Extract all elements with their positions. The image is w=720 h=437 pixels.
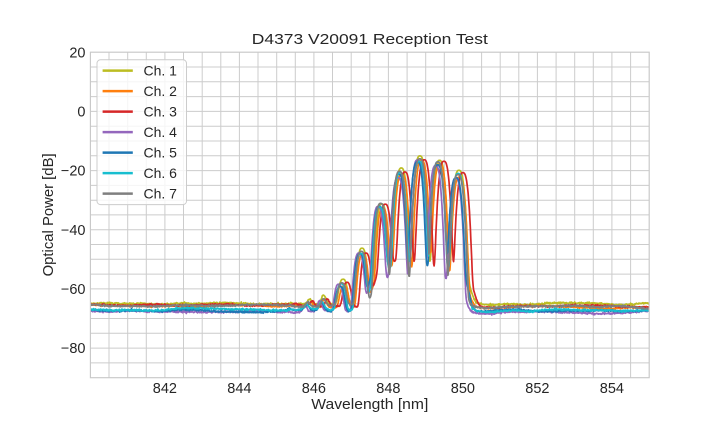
svg-text:20: 20 [69, 45, 85, 61]
svg-text:848: 848 [376, 381, 400, 397]
svg-text:846: 846 [302, 381, 326, 397]
svg-text:−60: −60 [61, 282, 86, 298]
svg-text:850: 850 [451, 381, 475, 397]
svg-text:Ch. 6: Ch. 6 [144, 165, 178, 181]
svg-text:854: 854 [600, 381, 624, 397]
svg-text:Ch. 2: Ch. 2 [144, 83, 178, 99]
svg-text:Wavelength [nm]: Wavelength [nm] [311, 396, 428, 413]
svg-text:D4373 V20091 Reception Test: D4373 V20091 Reception Test [252, 31, 489, 48]
svg-text:−80: −80 [61, 341, 86, 357]
svg-text:−40: −40 [61, 223, 86, 239]
svg-text:Optical Power [dB]: Optical Power [dB] [40, 153, 57, 276]
svg-text:−20: −20 [61, 164, 86, 180]
svg-text:Ch. 3: Ch. 3 [144, 104, 178, 120]
svg-text:842: 842 [153, 381, 177, 397]
svg-text:852: 852 [525, 381, 549, 397]
svg-text:844: 844 [227, 381, 251, 397]
svg-text:Ch. 7: Ch. 7 [144, 186, 178, 202]
svg-text:0: 0 [77, 105, 85, 121]
svg-text:Ch. 5: Ch. 5 [144, 145, 178, 161]
svg-text:Ch. 4: Ch. 4 [144, 124, 178, 140]
svg-text:Ch. 1: Ch. 1 [144, 63, 178, 79]
